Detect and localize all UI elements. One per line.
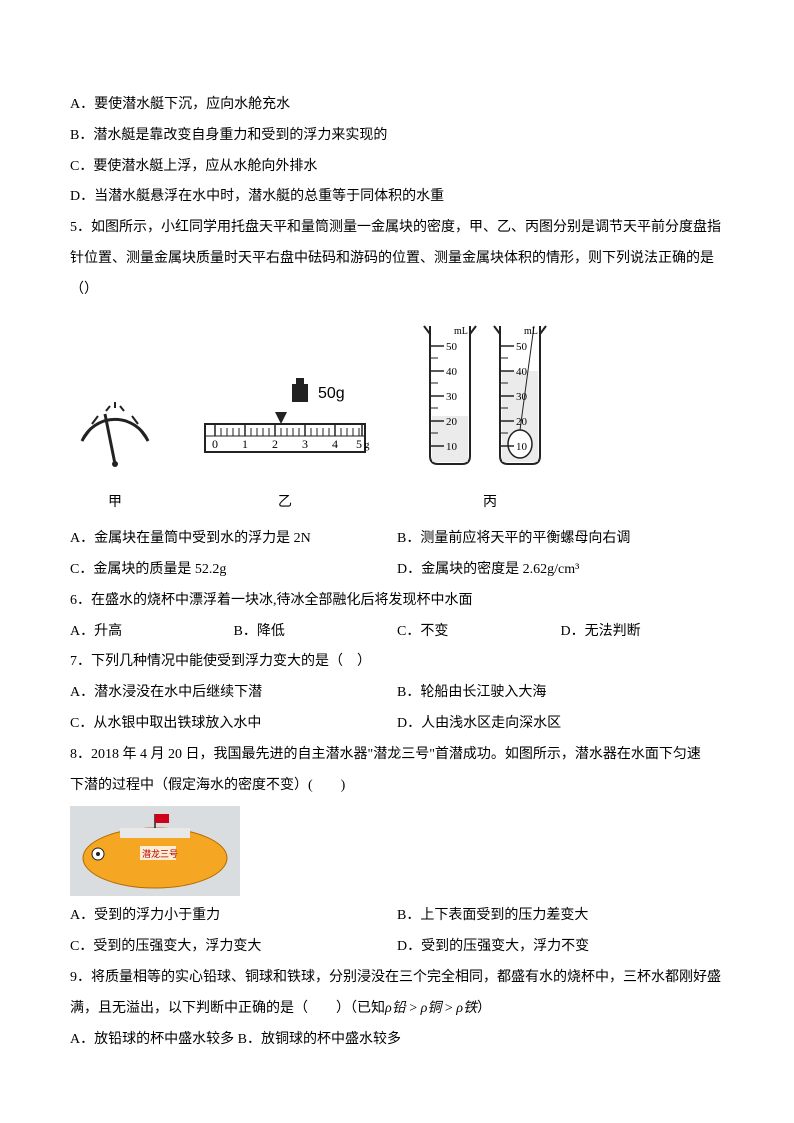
svg-text:g: g [364,439,370,451]
q9-stem-2-post: ） [477,1001,491,1016]
svg-text:2: 2 [272,437,278,451]
gt-2: > [441,1001,456,1016]
q9-stem-1: 9．将质量相等的实心铅球、铜球和铁球，分别浸没在三个完全相同，都盛有水的烧杯中，… [70,963,724,994]
rho-cu: ρ铜 [421,1001,442,1016]
q8-submarine-image: 潜龙三号 [70,806,240,896]
q7-option-d: D．人由浅水区走向深水区 [397,709,724,740]
svg-text:30: 30 [516,391,528,403]
q5-fig-jia: 甲 [70,386,160,520]
q5-option-d: D．金属块的密度是 2.62g/cm³ [397,555,724,586]
q5-fig-jia-label: 甲 [70,488,160,519]
rho-pb: ρ铅 [385,1001,406,1016]
q8-option-c: C．受到的压强变大，浮力变大 [70,932,397,963]
q4-option-d: D．当潜水艇悬浮在水中时，潜水艇的总重等于同体积的水重 [70,182,724,213]
q5-figures: 甲 50g [70,316,724,520]
svg-text:潜龙三号: 潜龙三号 [142,848,178,859]
svg-text:10: 10 [446,441,458,453]
q7-option-c: C．从水银中取出铁球放入水中 [70,709,397,740]
q7-option-a: A．潜水浸没在水中后继续下潜 [70,678,397,709]
q8-option-a: A．受到的浮力小于重力 [70,901,397,932]
svg-text:5: 5 [356,437,362,451]
svg-text:20: 20 [516,416,528,428]
q9-stem-2: 满，且无溢出，以下判断中正确的是（ ）（已知ρ铅 > ρ铜 > ρ铁） [70,994,724,1025]
svg-text:0: 0 [212,437,218,451]
svg-text:3: 3 [302,437,308,451]
svg-text:40: 40 [516,366,528,378]
q6-option-b: B．降低 [234,617,398,648]
svg-text:1: 1 [242,437,248,451]
q5-option-a: A．金属块在量筒中受到水的浮力是 2N [70,524,397,555]
svg-text:mL: mL [524,326,538,337]
q6-stem: 6．在盛水的烧杯中漂浮着一块冰,待冰全部融化后将发现杯中水面 [70,586,724,617]
q5-fig-yi: 50g 0 [200,376,370,520]
q6-option-c: C．不变 [397,617,561,648]
q5-option-b: B．测量前应将天平的平衡螺母向右调 [397,524,724,555]
q9-option-a: A．放铅球的杯中盛水较多 B．放铜球的杯中盛水较多 [70,1025,724,1056]
q4-option-b: B．潜水艇是靠改变自身重力和受到的浮力来实现的 [70,121,724,152]
q5-fig-bing-label: 丙 [410,488,570,519]
svg-text:40: 40 [446,366,458,378]
q6-options: A．升高 B．降低 C．不变 D．无法判断 [70,617,724,648]
svg-text:10: 10 [516,441,528,453]
q8-option-d: D．受到的压强变大，浮力不变 [397,932,724,963]
rho-fe: ρ铁 [456,1001,477,1016]
svg-text:50: 50 [516,341,528,353]
gt-1: > [406,1001,421,1016]
q5-stem-1: 5．如图所示，小红同学用托盘天平和量筒测量一金属块的密度，甲、乙、丙图分别是调节… [70,213,724,244]
q7-stem: 7．下列几种情况中能使受到浮力变大的是（ ） [70,647,724,678]
q8-stem-1: 8．2018 年 4 月 20 日，我国最先进的自主潜水器"潜龙三号"首潜成功。… [70,740,724,771]
q4-option-c: C．要使潜水艇上浮，应从水舱向外排水 [70,152,724,183]
svg-text:4: 4 [332,437,338,451]
svg-text:20: 20 [446,416,458,428]
svg-text:30: 30 [446,391,458,403]
q6-option-d: D．无法判断 [561,617,725,648]
q5-stem-2: 针位置、测量金属块质量时天平右盘中砝码和游码的位置、测量金属块体积的情形，则下列… [70,244,724,275]
q8-option-b: B．上下表面受到的压力差变大 [397,901,724,932]
q7-option-b: B．轮船由长江驶入大海 [397,678,724,709]
q9-stem-2-pre: 满，且无溢出，以下判断中正确的是（ ）（已知 [70,1001,385,1016]
q8-stem-2: 下潜的过程中（假定海水的密度不变）( ) [70,771,724,802]
svg-text:mL: mL [454,326,468,337]
q5-option-c: C．金属块的质量是 52.2g [70,555,397,586]
q5-fig-yi-label: 乙 [200,488,370,519]
q6-option-a: A．升高 [70,617,234,648]
svg-text:50: 50 [446,341,458,353]
q4-option-a: A．要使潜水艇下沉，应向水舱充水 [70,90,724,121]
weight-label: 50g [318,385,345,402]
q5-fig-bing: 50 40 30 20 10 mL 50 40 [410,316,570,520]
q5-stem-3: （） [70,275,724,306]
